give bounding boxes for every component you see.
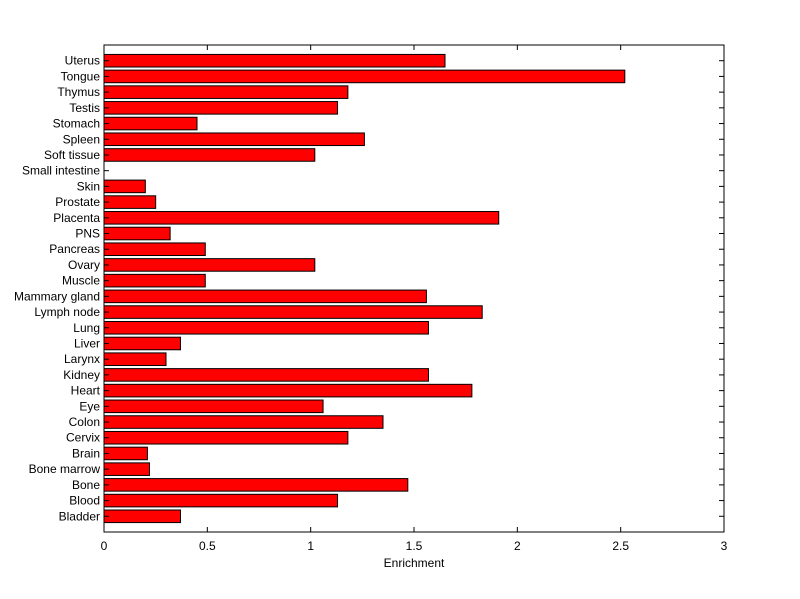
y-tick-label: Prostate — [55, 195, 100, 209]
bar-bladder — [103, 509, 181, 524]
bar-brain — [103, 446, 148, 461]
bar-soft-tissue — [103, 148, 316, 162]
y-tick-label: Cervix — [66, 431, 100, 445]
bar-bone — [103, 478, 409, 492]
bar-pns — [103, 226, 171, 241]
y-tick-label: Eye — [79, 399, 100, 413]
bar-colon — [103, 415, 384, 429]
y-tick-label: Brain — [72, 446, 100, 460]
bar-blood — [103, 493, 339, 508]
y-tick-label: Colon — [69, 415, 100, 429]
bar-larynx — [103, 352, 167, 366]
bar-eye — [103, 399, 324, 414]
bar-testis — [103, 101, 339, 115]
plot-frame — [103, 44, 725, 533]
x-tick-label: 1 — [307, 539, 314, 553]
y-tick-label: Mammary gland — [14, 289, 100, 303]
bars-layer — [103, 53, 626, 524]
y-tick-label: Small intestine — [22, 164, 100, 178]
x-tick-label: 2 — [514, 539, 521, 553]
y-tick-label: Larynx — [64, 352, 100, 366]
x-tick-label: 0.5 — [199, 539, 216, 553]
y-tick-label: Bone marrow — [29, 462, 101, 476]
y-tick-label: Uterus — [65, 54, 100, 68]
y-tick-label: Bladder — [59, 509, 100, 523]
bar-placenta — [103, 211, 500, 225]
y-tick-label: Tongue — [61, 69, 101, 83]
bar-skin — [103, 179, 146, 194]
bar-uterus — [103, 53, 446, 68]
bar-kidney — [103, 368, 429, 382]
bar-ovary — [103, 258, 316, 272]
y-tick-label: Muscle — [62, 274, 100, 288]
y-tick-label: Blood — [69, 494, 100, 508]
y-tick-label: Bone — [72, 478, 100, 492]
y-tick-label: PNS — [75, 227, 100, 241]
y-tick-label: Heart — [71, 384, 101, 398]
x-axis-title: Enrichment — [384, 556, 445, 570]
bar-cervix — [103, 430, 349, 445]
bar-prostate — [103, 195, 157, 209]
bar-lung — [103, 320, 429, 335]
bar-pancreas — [103, 242, 206, 257]
x-tick-label: 2.5 — [612, 539, 629, 553]
y-tick-label: Liver — [74, 336, 100, 350]
y-tick-label: Thymus — [57, 85, 100, 99]
y-tick-label: Spleen — [63, 132, 100, 146]
y-tick-label: Testis — [69, 101, 100, 115]
y-tick-label: Soft tissue — [44, 148, 100, 162]
x-tick-label: 0 — [101, 539, 108, 553]
bar-muscle — [103, 273, 206, 288]
x-tick-labels: 0 0.5 1 1.5 2 2.5 3 — [101, 539, 728, 553]
bar-bone-marrow — [103, 462, 150, 476]
bar-tongue — [103, 69, 626, 84]
y-tick-label: Ovary — [68, 258, 100, 272]
bar-thymus — [103, 85, 349, 99]
y-tick-label: Kidney — [63, 368, 100, 382]
x-tick-label: 3 — [721, 539, 728, 553]
bar-heart — [103, 383, 473, 398]
y-tick-label: Skin — [77, 179, 100, 193]
y-tick-label: Placenta — [53, 211, 100, 225]
x-tick-label: 1.5 — [406, 539, 423, 553]
bar-spleen — [103, 132, 365, 147]
bar-mammary-gland — [103, 289, 427, 304]
y-tick-label: Lung — [73, 321, 100, 335]
y-tick-label: Stomach — [53, 117, 100, 131]
bar-stomach — [103, 116, 198, 131]
y-tick-label: Pancreas — [49, 242, 100, 256]
y-tick-label: Lymph node — [34, 305, 100, 319]
bar-lymph-node — [103, 305, 483, 319]
bar-liver — [103, 336, 181, 351]
